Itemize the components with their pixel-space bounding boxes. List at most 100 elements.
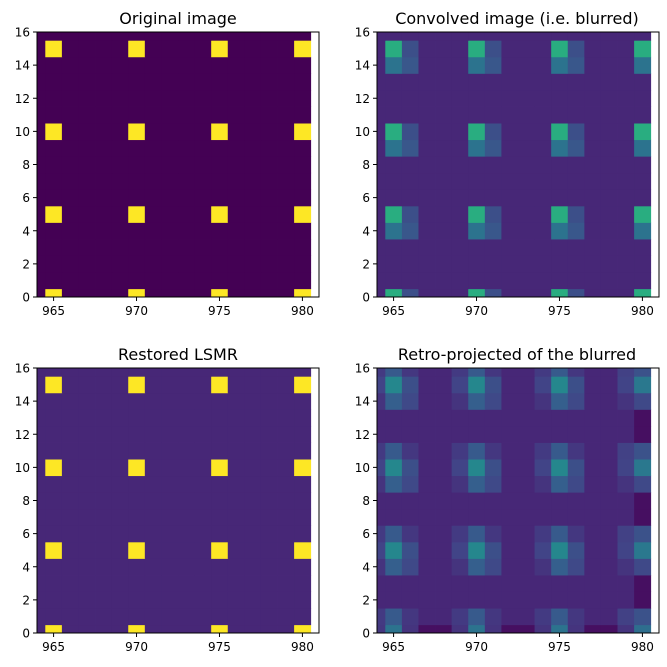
heatmap-cell	[95, 106, 113, 124]
heatmap-cell	[600, 56, 618, 74]
heatmap-cell	[128, 89, 146, 107]
heatmap-cell	[61, 172, 79, 190]
heatmap-cell	[634, 73, 652, 91]
heatmap-cell	[501, 392, 519, 410]
heatmap-cell	[161, 608, 179, 626]
heatmap-cell	[484, 56, 502, 74]
heatmap-cell	[567, 156, 585, 174]
heatmap-cell	[211, 239, 229, 256]
heatmap-cell	[111, 205, 129, 223]
heatmap-cell	[634, 558, 652, 576]
y-tick-label: 8	[362, 494, 370, 508]
heatmap-cell	[584, 89, 602, 107]
heatmap-cell	[484, 392, 502, 410]
heatmap-cell	[211, 32, 229, 41]
heatmap-cell	[178, 376, 195, 394]
heatmap-cell	[435, 608, 453, 626]
heatmap-cell	[435, 205, 453, 223]
x-tick-label: 975	[208, 640, 231, 654]
heatmap-cell	[435, 189, 453, 207]
heatmap-cell	[37, 508, 46, 526]
heatmap-cell	[468, 508, 486, 526]
heatmap-cell	[484, 425, 502, 443]
y-tick-label: 6	[362, 527, 370, 541]
heatmap-cell	[617, 459, 635, 477]
heatmap-cell	[244, 106, 262, 124]
heatmap-cell	[385, 40, 403, 58]
heatmap-cell	[435, 575, 453, 592]
heatmap-cell	[161, 56, 179, 74]
heatmap-cell	[244, 40, 262, 58]
heatmap-cell	[401, 368, 419, 377]
heatmap-cell	[211, 272, 229, 290]
heatmap-cell	[451, 205, 469, 223]
heatmap-cell	[111, 368, 129, 377]
heatmap-cell	[277, 156, 295, 174]
heatmap-cell	[401, 123, 419, 141]
heatmap-cell	[584, 106, 602, 124]
y-tick-label: 12	[15, 92, 30, 106]
x-tick-label: 975	[548, 640, 571, 654]
heatmap-cell	[37, 288, 46, 298]
x-tick-label: 975	[208, 304, 231, 318]
heatmap-cell	[45, 40, 63, 58]
heatmap-cell	[567, 56, 585, 74]
heatmap-cell	[551, 368, 569, 377]
heatmap-cell	[451, 255, 469, 273]
heatmap-cell	[37, 89, 46, 107]
heatmap-cell	[45, 475, 63, 493]
heatmap-cell	[634, 591, 652, 609]
heatmap-cell	[484, 508, 502, 526]
heatmap-cell	[144, 222, 162, 240]
heatmap-cell	[501, 591, 519, 609]
heatmap-cell	[418, 442, 436, 460]
heatmap-cell	[534, 123, 552, 141]
heatmap-cell	[144, 123, 162, 141]
heatmap-cell	[401, 139, 419, 157]
heatmap-cell	[634, 222, 652, 240]
heatmap-cell	[111, 189, 129, 207]
heatmap-cell	[78, 189, 96, 207]
heatmap-cell	[45, 508, 63, 526]
heatmap-cell	[468, 425, 486, 443]
y-tick-label: 2	[362, 593, 370, 607]
heatmap-cell	[385, 624, 403, 634]
heatmap-cell	[111, 541, 129, 559]
heatmap-cell	[567, 558, 585, 576]
heatmap-cell	[95, 239, 113, 256]
heatmap-cell	[178, 525, 195, 543]
heatmap-cell	[211, 189, 229, 207]
heatmap-cell	[260, 376, 278, 394]
heatmap-cell	[551, 591, 569, 609]
heatmap-cell	[401, 56, 419, 74]
heatmap-cell	[144, 56, 162, 74]
heatmap-cell	[227, 575, 245, 592]
heatmap-cell	[617, 239, 635, 256]
heatmap-cell	[600, 492, 618, 510]
heatmap-cell	[484, 89, 502, 107]
heatmap-cell	[294, 442, 312, 460]
heatmap-cell	[260, 624, 278, 634]
panel-title-3: Restored LSMR	[118, 345, 238, 364]
heatmap-cell	[401, 492, 419, 510]
heatmap-cell	[385, 222, 403, 240]
heatmap-cell	[227, 189, 245, 207]
heatmap-cell	[78, 288, 96, 298]
heatmap-cell	[144, 73, 162, 91]
heatmap-cell	[584, 139, 602, 157]
heatmap-cell	[617, 32, 635, 41]
heatmap-cell	[534, 608, 552, 626]
heatmap-cell	[78, 425, 96, 443]
heatmap-cell	[377, 409, 386, 427]
heatmap-cell	[194, 608, 212, 626]
heatmap-cell	[468, 205, 486, 223]
heatmap-cell	[227, 425, 245, 443]
heatmap-cell	[227, 89, 245, 107]
heatmap-cell	[111, 73, 129, 91]
heatmap-cell	[211, 459, 229, 477]
heatmap-cell	[451, 239, 469, 256]
heatmap-cell	[227, 106, 245, 124]
heatmap-cell	[418, 525, 436, 543]
heatmap-cell	[534, 272, 552, 290]
heatmap-cell	[128, 73, 146, 91]
